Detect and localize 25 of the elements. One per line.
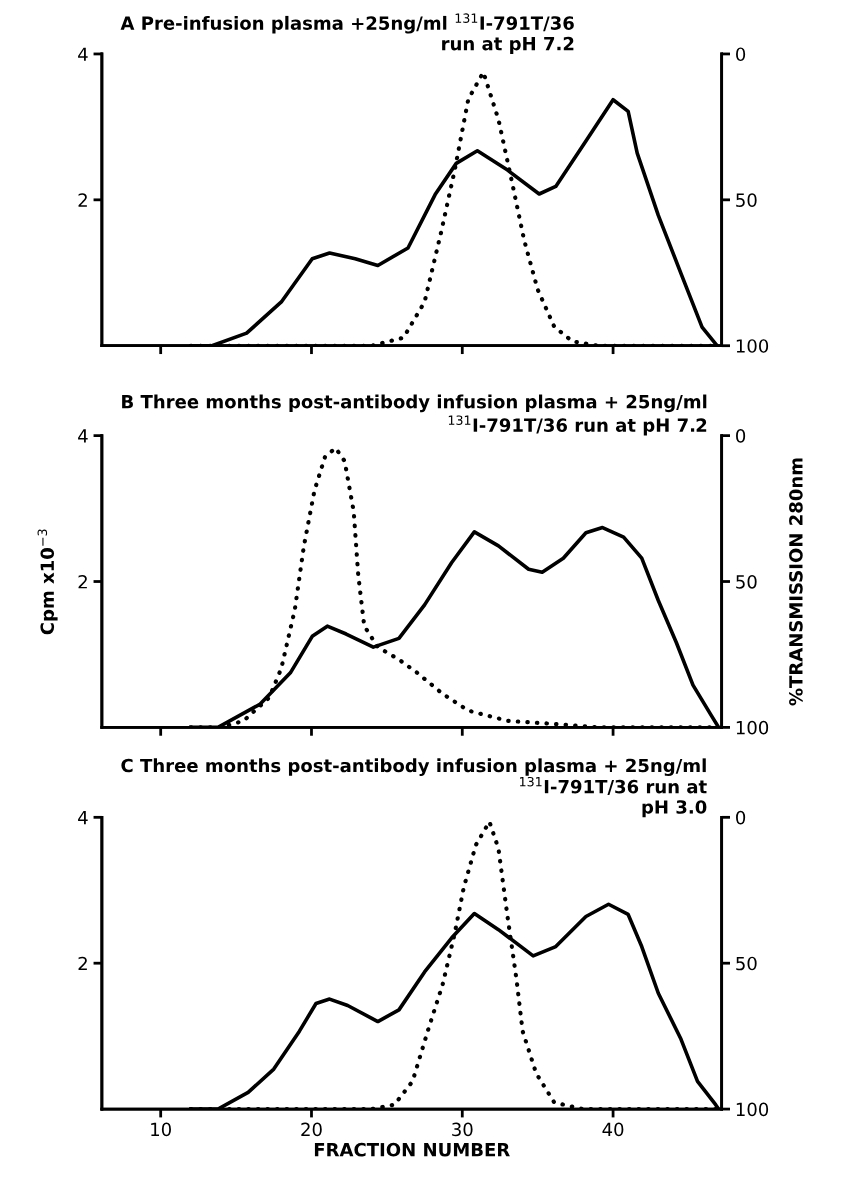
chart-title: B Three months post-antibody infusion plasma + 25ng/ml $^{131}$I-791T/36 run at pH 7.2	[122, 394, 707, 436]
y-axis-title: Cpm x10$^{−3}$	[37, 529, 58, 635]
y-tick-label: 4	[78, 429, 88, 443]
y2-tick-label: 0	[736, 810, 746, 825]
y2-tick-label: 100	[736, 720, 769, 735]
y-tick-label: 2	[78, 956, 87, 971]
chart-title: C Three months post-antibody infusion plasma + 25ng/ml $^{131}$I-791T/36 run at pH 3.0	[121, 758, 707, 818]
x-tick-label: 20	[301, 1122, 322, 1137]
y2-tick-label: 50	[736, 956, 757, 971]
y2-tick-label: 100	[736, 1102, 769, 1117]
x-axis-title: FRACTION NUMBER	[314, 1142, 510, 1157]
y2-tick-label: 0	[736, 429, 746, 443]
y2-axis-title: %TRANSMISSION 280nm	[789, 458, 803, 706]
y2-tick-label: 50	[736, 193, 757, 207]
y-tick-label: 4	[78, 811, 88, 825]
y2-tick-label: 50	[736, 574, 757, 589]
x-tick-label: 30	[452, 1122, 473, 1137]
y-tick-label: 2	[78, 574, 87, 589]
x-tick-label: 40	[602, 1122, 624, 1137]
y-tick-label: 2	[78, 193, 87, 207]
x-tick-label: 10	[151, 1122, 171, 1137]
chart-title: A Pre-infusion plasma +25ng/ml $^{131}$I-791T/36 run at pH 7.2	[120, 13, 574, 54]
y2-tick-label: 100	[736, 339, 769, 353]
y2-tick-label: 0	[736, 47, 746, 62]
y-tick-label: 4	[78, 47, 88, 61]
